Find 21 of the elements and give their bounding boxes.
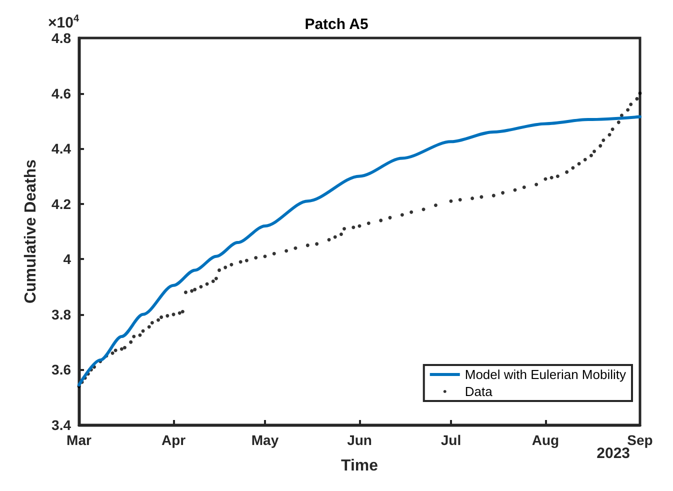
legend-label: Data (464, 384, 494, 399)
x-tick-label: Jun (347, 432, 372, 448)
y-tick-label: 3.4 (52, 417, 72, 433)
y-tick-label: 4.2 (52, 196, 72, 212)
y-tick-label: 3.8 (52, 306, 72, 322)
x-tick-label: May (251, 432, 279, 448)
y-tick-label: 4.4 (52, 140, 72, 157)
x-tick-label: Jul (440, 432, 462, 448)
x-tick-label: Sep (627, 432, 653, 448)
x-tick-label: Apr (161, 432, 186, 448)
y-tick-label: 4.6 (52, 85, 72, 102)
y-tick-label: 3.6 (52, 362, 72, 378)
x-axis-title: Time (340, 458, 378, 474)
x-tick-label: Aug (532, 432, 560, 448)
y-axis-title: Cumulative Deaths (22, 159, 40, 304)
legend-label: Model with Eulerian Mobility (464, 367, 626, 382)
text: 2023 (596, 445, 630, 462)
y-tick-label: 4.8 (52, 30, 72, 46)
chart-title: Patch A5 (304, 16, 368, 33)
x-tick-label: Mar (66, 432, 92, 448)
y-tick-label: 4 (63, 251, 72, 268)
